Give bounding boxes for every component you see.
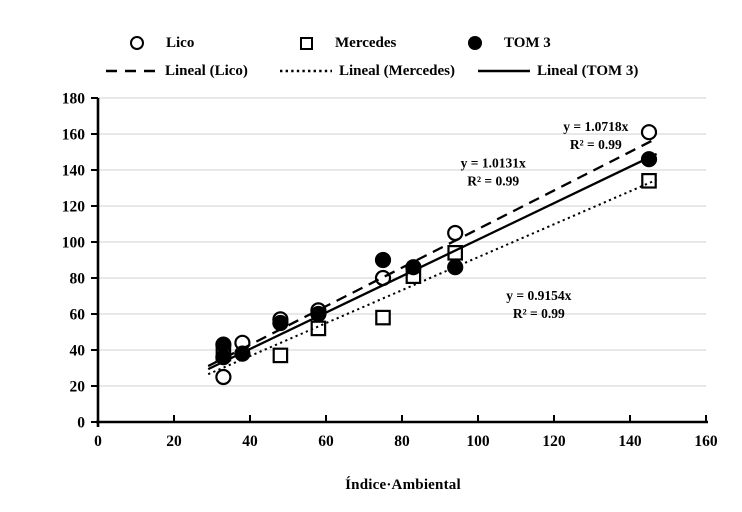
x-tick-label: 0 [94,433,102,450]
y-tick-label: 0 [77,414,85,431]
annotation-text: y = 1.0131x [461,156,526,171]
annotation-text: R² = 0.99 [570,137,622,152]
y-tick-label: 160 [62,126,86,143]
legend-item-tom3: TOM 3 [468,34,551,52]
data-point-mercedes [310,320,327,337]
data-point-tom3 [374,251,392,269]
data-point-mercedes [375,309,391,326]
legend-label: Lico [166,35,195,51]
y-tick-label: 20 [70,378,86,395]
dotted-line-icon [280,69,332,73]
x-tick-label: 100 [466,433,490,450]
trendline-lineal-tom-3- [207,152,658,371]
data-point-mercedes [641,173,657,189]
legend-item-lico: Lico [130,34,194,52]
x-tick-label: 40 [242,433,258,450]
data-point-tom3 [272,314,289,332]
legend-label: Lineal (Lico) [165,63,248,79]
x-tick-label: 160 [694,433,718,450]
x-axis-title: Índice·Ambiental [345,477,461,493]
legend-markers-row: Lico Mercedes TOM 3 [0,34,742,52]
open-circle-icon [130,36,144,50]
legend-label: Lineal (Mercedes) [339,63,455,79]
x-tick-label: 140 [618,433,642,450]
trendline-lineal-mercedes- [207,178,657,376]
legend-label: Mercedes [335,35,397,51]
legend-item-mercedes: Mercedes [300,34,396,52]
y-tick-label: 140 [62,162,86,179]
annotation-text: R² = 0.99 [513,306,565,321]
legend-item-dotted-line: Lineal (Mercedes) [280,62,455,80]
trendline-lineal-lico- [207,137,658,368]
legend-item-solid-line: Lineal (TOM 3) [478,62,638,80]
x-tick-label: 120 [542,433,566,450]
x-tick-label: 20 [166,433,182,450]
solid-line-icon [478,69,530,73]
data-point-mercedes [272,347,289,364]
data-point-lico [447,224,464,242]
data-point-lico [640,124,658,141]
x-tick-label: 60 [318,433,334,450]
x-tick-label: 80 [394,433,410,450]
annotation-text: y = 1.0718x [563,119,628,134]
legend-label: Lineal (TOM 3) [537,63,639,79]
open-square-icon [300,36,313,50]
annotation-text: y = 0.9154x [506,288,571,303]
legend-lines-row: Lineal (Lico) Lineal (Mercedes) Lineal (TO… [0,62,742,80]
y-tick-label: 40 [70,342,86,359]
y-tick-label: 80 [70,270,86,287]
legend-item-dashed-line: Lineal (Lico) [106,62,248,80]
y-tick-label: 180 [62,90,86,107]
y-tick-label: 120 [62,198,86,215]
y-tick-label: 100 [62,234,86,251]
filled-circle-icon [468,36,482,50]
dashed-line-icon [106,69,158,73]
y-tick-label: 60 [70,306,86,323]
data-point-lico [215,368,232,386]
legend-label: TOM 3 [504,35,551,51]
annotation-text: R² = 0.99 [467,174,519,189]
